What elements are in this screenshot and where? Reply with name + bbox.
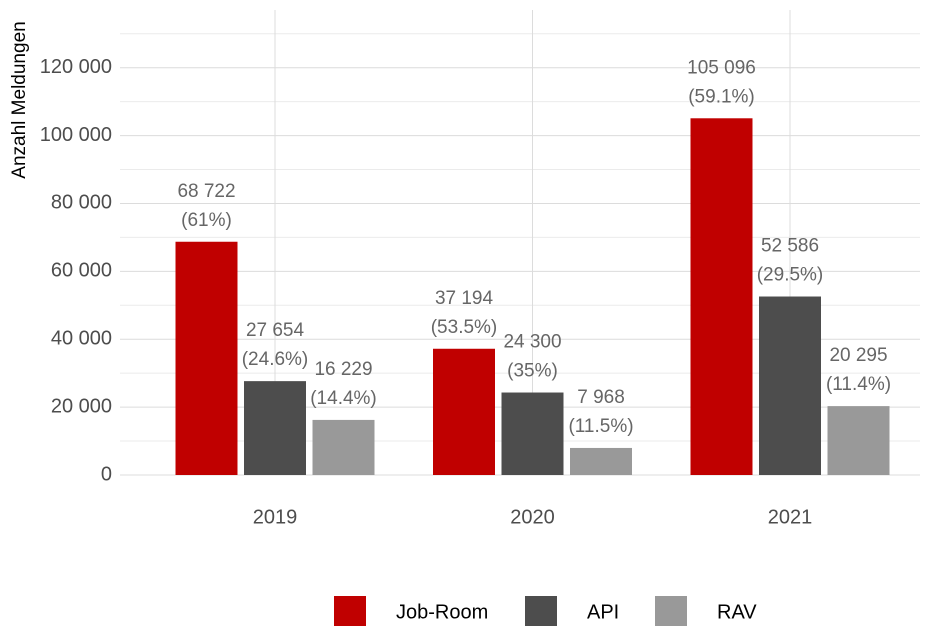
value-label: 16 229: [314, 359, 372, 380]
bar: [433, 348, 495, 475]
bar: [312, 419, 375, 475]
y-tick-label: 40 000: [51, 328, 112, 350]
y-tick-label: 0: [101, 463, 112, 485]
y-tick-label: 80 000: [51, 192, 112, 214]
share-label: (11.4%): [826, 374, 891, 395]
share-label: (24.6%): [242, 349, 309, 370]
value-label: 105 096: [687, 57, 756, 78]
bar: [690, 118, 753, 476]
legend-swatch: [525, 596, 557, 626]
share-label: (29.5%): [757, 265, 824, 286]
x-tick-label: 2020: [510, 506, 555, 528]
bar: [175, 241, 238, 475]
share-label: (61%): [181, 210, 232, 231]
y-tick-label: 60 000: [51, 260, 112, 282]
value-label: 24 300: [503, 332, 561, 353]
y-tick-label: 20 000: [51, 395, 112, 417]
bar: [244, 381, 306, 475]
share-label: (59.1%): [688, 86, 755, 107]
y-axis-label: Anzahl Meldungen: [9, 21, 30, 178]
y-tick-label: 120 000: [40, 56, 112, 78]
bar: [759, 296, 821, 475]
value-label: 27 654: [246, 320, 305, 341]
value-label: 52 586: [761, 236, 819, 257]
legend-label: RAV: [717, 601, 757, 623]
share-label: (11.5%): [568, 416, 633, 437]
bar: [501, 392, 564, 475]
x-tick-label: 2019: [253, 506, 298, 528]
bar: [827, 406, 890, 475]
value-label: 37 194: [435, 288, 494, 309]
share-label: (53.5%): [431, 317, 498, 338]
value-label: 68 722: [177, 181, 235, 202]
bar: [570, 447, 632, 475]
x-tick-label: 2021: [768, 506, 813, 528]
y-tick-label: 100 000: [40, 124, 112, 146]
share-label: (35%): [507, 361, 558, 382]
share-label: (14.4%): [310, 388, 377, 409]
legend-label: API: [587, 601, 619, 623]
value-label: 7 968: [577, 387, 625, 408]
value-label: 20 295: [829, 345, 887, 366]
legend-swatch: [655, 596, 687, 626]
legend-swatch: [334, 596, 366, 626]
legend-label: Job-Room: [396, 601, 488, 623]
